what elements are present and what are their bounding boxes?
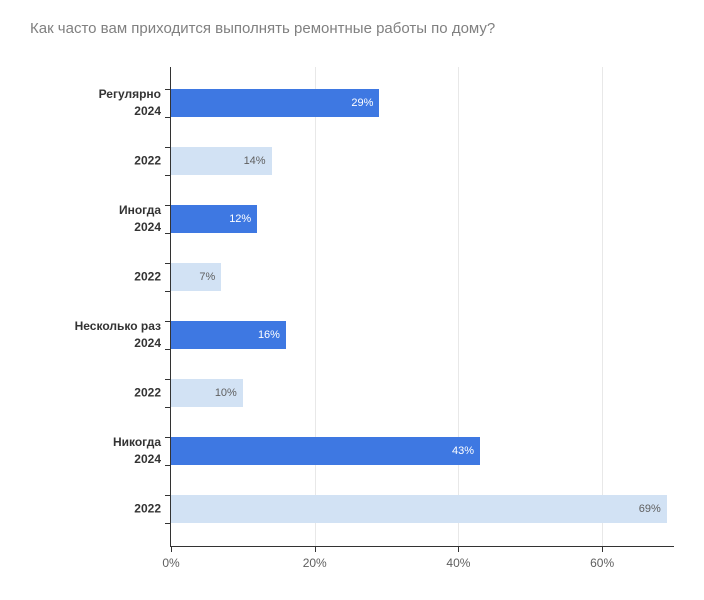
y-tick [165,523,171,524]
bar: 29% [171,89,379,117]
y-axis-label: Регулярно2024 [99,86,171,120]
chart-title: Как часто вам приходится выполнять ремон… [30,20,674,37]
year-label: 2024 [113,451,161,468]
bar-row: Несколько раз202416% [171,321,674,349]
year-label: 2022 [134,153,161,170]
x-axis-label: 40% [446,556,470,570]
year-label: 2024 [119,219,161,236]
year-label: 2022 [134,269,161,286]
category-label: Регулярно [99,86,161,103]
bar-value-label: 16% [258,329,280,341]
y-tick [165,291,171,292]
bar-value-label: 7% [199,271,215,283]
bar-value-label: 10% [215,387,237,399]
bar: 69% [171,495,667,523]
bar: 7% [171,263,221,291]
bar: 43% [171,437,480,465]
bar-value-label: 29% [351,97,373,109]
gridline [602,67,603,546]
x-tick [315,546,316,552]
bar: 16% [171,321,286,349]
bar-value-label: 43% [452,445,474,457]
x-tick [602,546,603,552]
year-label: 2022 [134,385,161,402]
y-axis-label: 2022 [134,269,171,286]
bar: 12% [171,205,257,233]
chart-container: Как часто вам приходится выполнять ремон… [0,0,704,600]
y-axis-label: 2022 [134,501,171,518]
y-axis-label: 2022 [134,385,171,402]
bar-row: Иногда202412% [171,205,674,233]
plot-area: 0%20%40%60%Регулярно202429%202214%Иногда… [170,67,674,547]
year-label: 2024 [99,103,161,120]
x-axis-label: 0% [162,556,179,570]
gridline [315,67,316,546]
bar: 14% [171,147,272,175]
y-tick [165,175,171,176]
bar-row: 20227% [171,263,674,291]
y-axis-label: 2022 [134,153,171,170]
x-tick [171,546,172,552]
bar-row: 202269% [171,495,674,523]
y-axis-label: Никогда2024 [113,434,171,468]
bar-value-label: 12% [229,213,251,225]
category-label: Несколько раз [75,318,161,335]
bar-row: Регулярно202429% [171,89,674,117]
bar-row: 202214% [171,147,674,175]
year-label: 2022 [134,501,161,518]
bar-row: Никогда202443% [171,437,674,465]
bar-value-label: 14% [244,155,266,167]
bar: 10% [171,379,243,407]
x-axis-label: 60% [590,556,614,570]
y-tick [165,407,171,408]
y-axis-label: Иногда2024 [119,202,171,236]
category-label: Никогда [113,434,161,451]
bar-value-label: 69% [639,503,661,515]
x-axis-label: 20% [303,556,327,570]
year-label: 2024 [75,335,161,352]
x-tick [458,546,459,552]
gridline [458,67,459,546]
bar-row: 202210% [171,379,674,407]
category-label: Иногда [119,202,161,219]
y-axis-label: Несколько раз2024 [75,318,171,352]
